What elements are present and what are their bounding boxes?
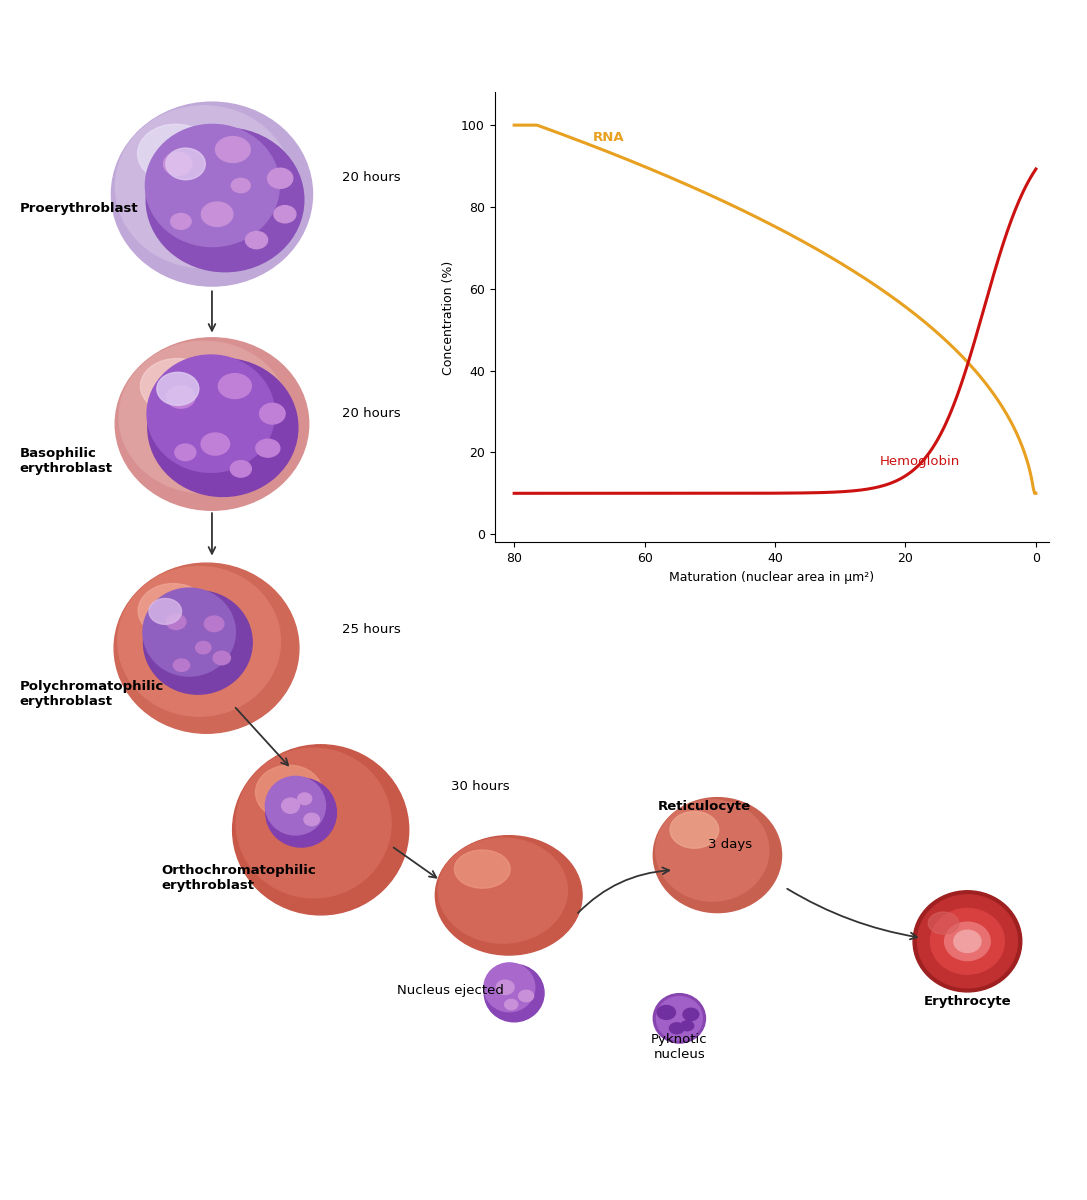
Ellipse shape <box>246 232 267 248</box>
Ellipse shape <box>255 439 279 457</box>
Text: Reticulocyte: Reticulocyte <box>658 800 751 812</box>
Ellipse shape <box>201 202 233 227</box>
Text: 13–6: 13–6 <box>78 16 133 35</box>
Ellipse shape <box>435 835 583 955</box>
Ellipse shape <box>112 102 313 286</box>
Text: 20 hours: 20 hours <box>342 172 401 184</box>
Ellipse shape <box>138 583 209 638</box>
Ellipse shape <box>670 811 719 848</box>
Ellipse shape <box>260 403 285 424</box>
Ellipse shape <box>233 745 409 914</box>
Ellipse shape <box>304 814 320 826</box>
Ellipse shape <box>120 341 289 493</box>
Ellipse shape <box>204 616 224 631</box>
Ellipse shape <box>680 1021 694 1031</box>
Ellipse shape <box>146 125 279 246</box>
Ellipse shape <box>115 337 309 510</box>
Ellipse shape <box>655 800 769 901</box>
Ellipse shape <box>496 980 514 995</box>
Ellipse shape <box>658 1006 675 1019</box>
Text: Basophilic
erythroblast: Basophilic erythroblast <box>20 448 113 475</box>
Ellipse shape <box>236 748 391 898</box>
Ellipse shape <box>230 461 251 478</box>
Text: 30 hours: 30 hours <box>451 780 510 793</box>
Ellipse shape <box>163 152 192 175</box>
Ellipse shape <box>265 776 325 835</box>
Ellipse shape <box>171 214 191 229</box>
Text: Orthochromatophilic
erythroblast: Orthochromatophilic erythroblast <box>161 864 315 893</box>
Ellipse shape <box>215 137 250 162</box>
Ellipse shape <box>166 614 186 630</box>
Ellipse shape <box>267 168 292 188</box>
Ellipse shape <box>115 106 292 268</box>
Ellipse shape <box>683 1008 699 1020</box>
Text: Summary of erythrocyte maturation.: Summary of erythrocyte maturation. <box>139 16 588 35</box>
Ellipse shape <box>438 838 567 943</box>
Ellipse shape <box>213 652 230 665</box>
Ellipse shape <box>138 125 214 184</box>
Ellipse shape <box>653 994 705 1043</box>
Ellipse shape <box>454 850 510 888</box>
Text: Nucleus ejected: Nucleus ejected <box>397 984 503 997</box>
Ellipse shape <box>173 659 189 672</box>
Ellipse shape <box>484 962 535 1012</box>
Ellipse shape <box>143 590 252 694</box>
Ellipse shape <box>201 433 229 455</box>
Ellipse shape <box>166 148 205 180</box>
Ellipse shape <box>117 566 280 716</box>
Ellipse shape <box>175 444 196 461</box>
Ellipse shape <box>930 908 1004 974</box>
Ellipse shape <box>298 793 312 805</box>
Y-axis label: Concentration (%): Concentration (%) <box>442 260 455 374</box>
Ellipse shape <box>166 386 195 408</box>
Text: RNA: RNA <box>592 132 624 144</box>
Ellipse shape <box>928 912 959 935</box>
Ellipse shape <box>670 1022 684 1033</box>
Text: 3 days: 3 days <box>709 838 752 851</box>
Ellipse shape <box>504 1000 517 1009</box>
Ellipse shape <box>954 930 982 953</box>
Text: Erythrocyte: Erythrocyte <box>924 995 1011 1008</box>
Ellipse shape <box>140 359 214 414</box>
Ellipse shape <box>255 766 323 820</box>
Ellipse shape <box>196 642 211 654</box>
Ellipse shape <box>282 798 299 814</box>
Ellipse shape <box>142 588 235 676</box>
Ellipse shape <box>114 563 299 733</box>
Text: Polychromatophilic
erythroblast: Polychromatophilic erythroblast <box>20 680 164 708</box>
Text: Pyknotic
nucleus: Pyknotic nucleus <box>651 1033 708 1061</box>
Ellipse shape <box>265 778 337 847</box>
Text: 25 hours: 25 hours <box>342 623 401 636</box>
Ellipse shape <box>232 179 250 193</box>
Text: 20 hours: 20 hours <box>342 407 401 420</box>
Ellipse shape <box>274 205 296 223</box>
Ellipse shape <box>917 895 1017 988</box>
Ellipse shape <box>945 922 990 960</box>
Ellipse shape <box>518 990 534 1002</box>
Ellipse shape <box>147 355 275 473</box>
Text: FIGURE: FIGURE <box>11 16 95 35</box>
Ellipse shape <box>157 372 199 406</box>
Ellipse shape <box>218 373 251 398</box>
Text: Hemoglobin: Hemoglobin <box>879 455 960 468</box>
X-axis label: Maturation (nuclear area in μm²): Maturation (nuclear area in μm²) <box>670 571 874 583</box>
Ellipse shape <box>657 997 702 1040</box>
Ellipse shape <box>146 128 304 271</box>
Ellipse shape <box>653 798 782 913</box>
Text: Proerythroblast: Proerythroblast <box>20 202 138 215</box>
Ellipse shape <box>913 890 1022 992</box>
Ellipse shape <box>485 965 545 1022</box>
Ellipse shape <box>148 359 298 497</box>
Ellipse shape <box>149 599 182 624</box>
